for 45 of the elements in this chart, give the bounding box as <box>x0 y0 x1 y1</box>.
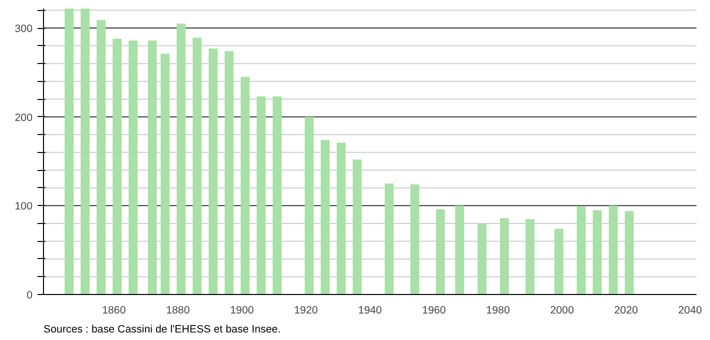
bar <box>384 183 394 294</box>
bar <box>410 184 420 294</box>
bar <box>112 38 122 294</box>
x-tick-label: 1960 <box>422 304 446 316</box>
bar <box>336 142 346 294</box>
bar <box>80 8 90 294</box>
bar <box>478 223 487 294</box>
x-tick-label: 2040 <box>678 304 702 316</box>
source-note: Sources : base Cassini de l'EHESS et base Insee. <box>44 324 281 336</box>
x-tick-label: 1920 <box>294 304 318 316</box>
x-tick-label: 1940 <box>358 304 382 316</box>
bar <box>176 24 186 294</box>
bar <box>160 54 170 294</box>
bar <box>320 140 330 294</box>
bar <box>304 116 314 294</box>
y-tick-label: 0 <box>26 290 33 302</box>
bar <box>192 38 202 294</box>
bar <box>208 48 218 294</box>
x-tick-label: 1980 <box>486 304 510 316</box>
bar <box>436 209 445 294</box>
x-tick-label: 2000 <box>550 304 574 316</box>
bar <box>224 51 234 294</box>
bar <box>624 211 634 294</box>
bar <box>592 210 602 294</box>
x-tick-label: 1860 <box>102 304 126 316</box>
bar <box>240 76 250 294</box>
bar <box>608 206 618 294</box>
bar <box>128 40 138 294</box>
bar <box>526 219 535 294</box>
x-tick-label: 1900 <box>230 304 254 316</box>
bar <box>64 8 74 294</box>
bar <box>256 96 266 294</box>
y-tick-label: 300 <box>14 23 33 36</box>
bar <box>576 206 586 294</box>
y-tick-label: 200 <box>14 112 33 124</box>
y-tick-label: 100 <box>14 200 33 213</box>
bar <box>352 159 362 294</box>
bar <box>96 20 106 294</box>
x-tick-label: 2020 <box>614 304 638 316</box>
x-tick-label: 1880 <box>166 304 190 316</box>
bar <box>500 218 509 294</box>
bar <box>148 40 157 294</box>
bar <box>272 96 282 294</box>
bar <box>455 206 464 294</box>
bar <box>554 228 564 294</box>
